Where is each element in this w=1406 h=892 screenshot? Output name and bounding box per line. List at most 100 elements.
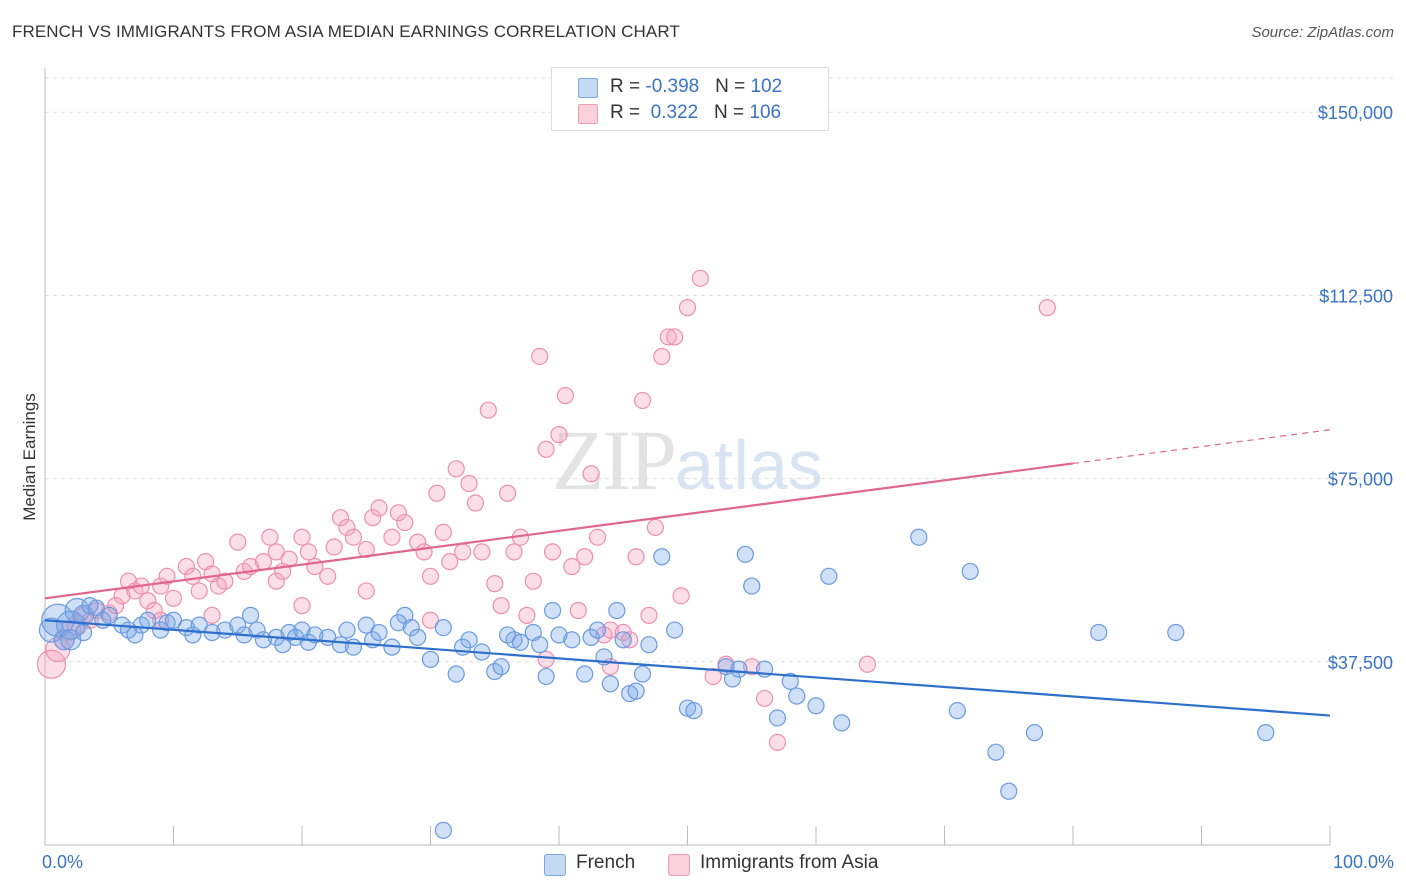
legend-r-label: R = — [610, 102, 646, 123]
french-point — [434, 821, 452, 839]
legend-n-value-french: 102 — [750, 76, 783, 97]
french-point — [820, 567, 838, 585]
asia-point — [139, 592, 157, 610]
asia-point — [338, 518, 356, 537]
asia-point — [261, 528, 279, 546]
watermark: ZIPatlas — [552, 410, 823, 510]
asia-point — [653, 347, 671, 366]
french-point — [666, 621, 684, 639]
asia-point — [473, 543, 491, 561]
asia-point — [331, 509, 350, 527]
legend-swatch-french — [578, 78, 598, 98]
legend-swatch-asia — [578, 104, 598, 124]
asia-point — [582, 465, 600, 483]
asia-point — [177, 557, 195, 576]
asia-point — [576, 548, 594, 566]
asia-point — [543, 543, 562, 561]
french-point — [736, 545, 754, 563]
asia-point — [518, 606, 536, 624]
french-point — [550, 626, 568, 644]
asia-trend-line — [44, 462, 1074, 600]
asia-point — [569, 601, 587, 620]
source-note: Source: ZipAtlas.com — [1251, 24, 1394, 41]
french-point — [743, 577, 761, 595]
asia-point — [537, 440, 555, 458]
asia-point — [640, 606, 658, 624]
series-legend-label-asia: Immigrants from Asia — [700, 852, 879, 873]
french-point — [421, 650, 440, 668]
asia-point — [1038, 299, 1056, 317]
asia-point — [588, 528, 607, 546]
asia-point — [466, 494, 485, 512]
legend-r-label: R = — [610, 76, 646, 97]
french-point — [248, 621, 266, 639]
asia-point — [396, 513, 414, 532]
legend-text-asia: R = 0.322 N = 106 — [610, 102, 781, 124]
french-point — [833, 714, 851, 732]
asia-point — [184, 567, 202, 585]
asia-point — [299, 543, 318, 561]
asia-point — [743, 658, 761, 676]
legend-r-value-french: -0.398 — [645, 76, 700, 97]
series-legend-swatch-french — [544, 854, 566, 876]
asia-point — [621, 631, 639, 649]
french-point — [1000, 782, 1018, 800]
asia-point — [229, 533, 247, 551]
french-point — [640, 636, 658, 654]
asia-point — [145, 601, 163, 620]
asia-point — [357, 540, 375, 559]
french-point — [370, 623, 388, 642]
asia-point — [768, 733, 787, 752]
asia-point — [293, 528, 311, 546]
y-tick-label: $75,000 — [1328, 470, 1393, 490]
asia-point — [319, 567, 337, 585]
asia-point — [203, 606, 221, 624]
asia-point — [158, 567, 176, 585]
series-legend-swatch-asia — [668, 854, 690, 876]
french-point — [434, 619, 452, 637]
y-axis-label: Median Earnings — [20, 393, 39, 521]
asia-point — [556, 386, 575, 405]
french-point — [608, 601, 626, 620]
legend-n-label: N = — [714, 102, 750, 123]
asia-point — [492, 597, 510, 615]
correlation-legend: R = -0.398 N = 102 R = 0.322 N = 106 — [551, 67, 829, 131]
asia-point — [672, 587, 690, 605]
y-tick-label: $112,500 — [1319, 286, 1393, 306]
chart-title: FRENCH VS IMMIGRANTS FROM ASIA MEDIAN EA… — [12, 22, 680, 41]
french-point — [576, 665, 594, 683]
french-point — [948, 702, 966, 720]
french-point — [338, 621, 356, 639]
asia-trend-line-dashed — [1072, 429, 1331, 465]
french-point — [1167, 623, 1185, 642]
french-point — [344, 638, 362, 656]
asia-point — [190, 582, 208, 600]
french-point — [543, 601, 562, 620]
french-point — [447, 665, 465, 683]
french-point — [563, 631, 581, 649]
french-point — [614, 631, 632, 649]
asia-point — [36, 649, 67, 679]
asia-point — [505, 543, 523, 561]
asia-point — [344, 528, 362, 546]
watermark-zip: ZIP — [552, 412, 677, 508]
asia-point — [434, 523, 452, 541]
asia-point — [659, 328, 677, 346]
french-point — [653, 548, 671, 566]
french-point — [537, 667, 555, 686]
asia-point — [357, 582, 375, 600]
asia-point — [119, 572, 138, 590]
french-point — [961, 562, 979, 581]
french-point — [331, 636, 350, 654]
french-point — [164, 611, 183, 629]
asia-point — [389, 504, 407, 522]
asia-point — [666, 328, 684, 346]
trend-lines — [44, 429, 1331, 717]
asia-point — [267, 572, 285, 590]
watermark-atlas: atlas — [675, 426, 823, 504]
legend-r-value-asia: 0.322 — [645, 102, 699, 123]
asia-point — [627, 548, 645, 566]
y-tick-label: $150,000 — [1318, 103, 1393, 123]
asia-point — [858, 655, 877, 673]
